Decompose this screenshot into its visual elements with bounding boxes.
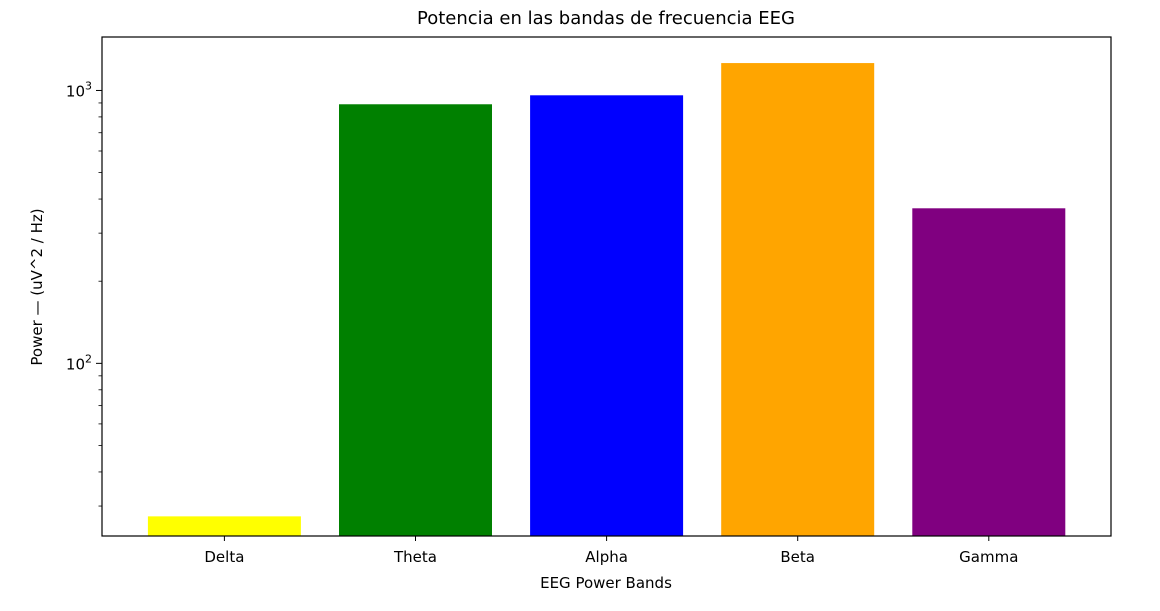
y-tick-label: 102: [66, 352, 92, 373]
chart-title: Potencia en las bandas de frecuencia EEG: [417, 8, 795, 29]
x-tick-label: Theta: [393, 548, 437, 566]
x-tick-label: Alpha: [585, 548, 628, 566]
x-ticks: Delta Theta Alpha Beta Gamma: [204, 536, 1018, 566]
x-axis-label: EEG Power Bands: [540, 574, 672, 592]
bar-beta: [721, 63, 874, 536]
bar-alpha: [530, 95, 683, 536]
bars-group: [148, 63, 1065, 536]
x-tick-label: Beta: [780, 548, 815, 566]
bar-delta: [148, 516, 301, 536]
bar-theta: [339, 104, 492, 536]
y-ticks: 102 103: [66, 79, 102, 373]
x-tick-label: Delta: [204, 548, 244, 566]
x-tick-label: Gamma: [959, 548, 1018, 566]
bar-gamma: [912, 208, 1065, 536]
y-axis-label: Power — (uV^2 / Hz): [28, 208, 46, 365]
y-tick-label: 103: [66, 79, 92, 100]
